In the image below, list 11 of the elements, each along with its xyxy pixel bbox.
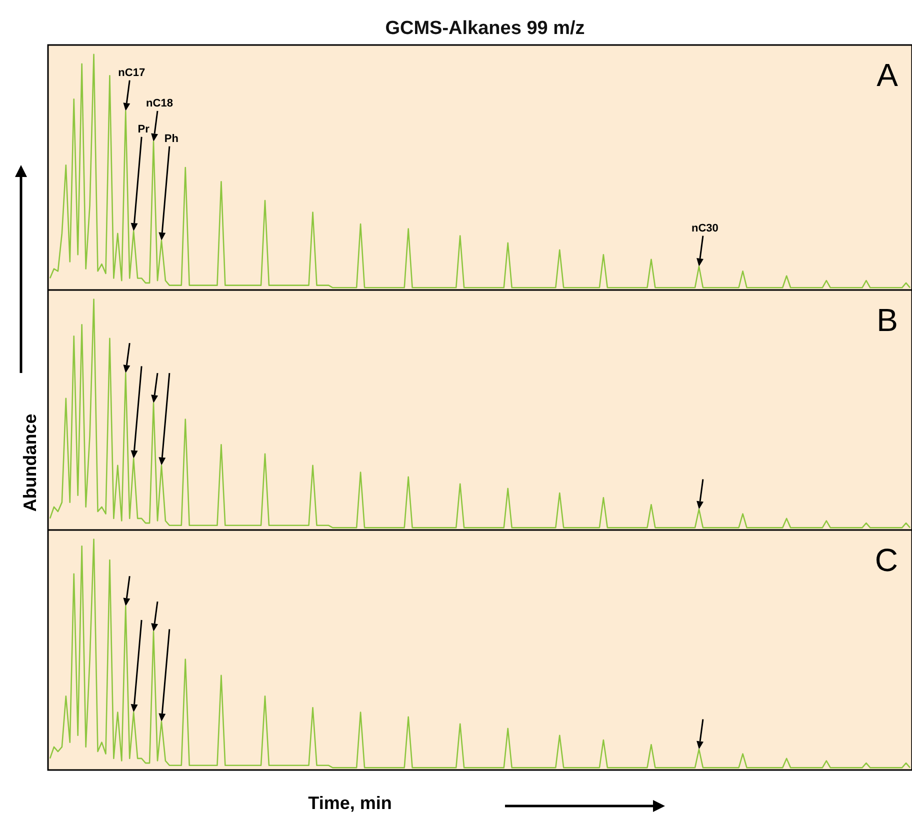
annotation: nC30 xyxy=(692,222,718,234)
annotation: nC18 xyxy=(146,97,173,110)
annotation: Ph xyxy=(164,132,179,145)
annotation: Pr xyxy=(138,123,150,136)
chart-subtitle: B xyxy=(876,302,898,338)
x-axis-title: Time, min xyxy=(308,793,392,813)
chart-subtitle: A xyxy=(876,57,899,93)
chart-title: GCMS-Alkanes 99 m/z xyxy=(385,18,585,39)
y-axis-title: Abundance xyxy=(20,414,40,512)
annotation: nC17 xyxy=(118,66,146,79)
chart-subtitle: C xyxy=(874,542,898,578)
